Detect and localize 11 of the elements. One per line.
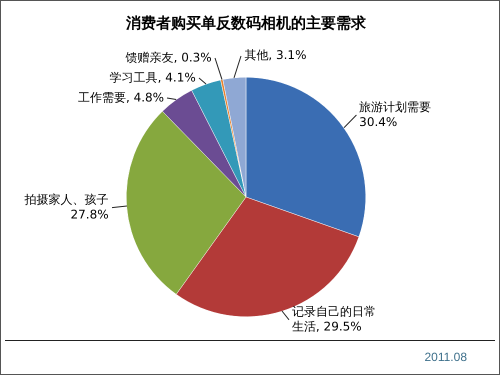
data-label: 27.8% xyxy=(70,207,109,222)
slice-label: 拍摄家人、孩子 xyxy=(24,192,109,206)
chart-title: 消费者购买单反数码相机的主要需求 xyxy=(125,14,367,32)
slice-label: 旅游计划需要 xyxy=(359,100,432,114)
slice-label: 工作需要, 4.8% xyxy=(78,90,164,104)
slice-label: 记录自己的日常生活, 29.5% xyxy=(292,304,376,334)
text: 2011.08 xyxy=(424,350,467,364)
slice-label: 馈赠亲友, 0.3% xyxy=(124,50,212,64)
slice-label: 学习工具, 4.1% xyxy=(110,70,196,84)
data-label: 30.4% xyxy=(359,114,398,129)
slice-label: 其他, 3.1% xyxy=(244,48,306,62)
